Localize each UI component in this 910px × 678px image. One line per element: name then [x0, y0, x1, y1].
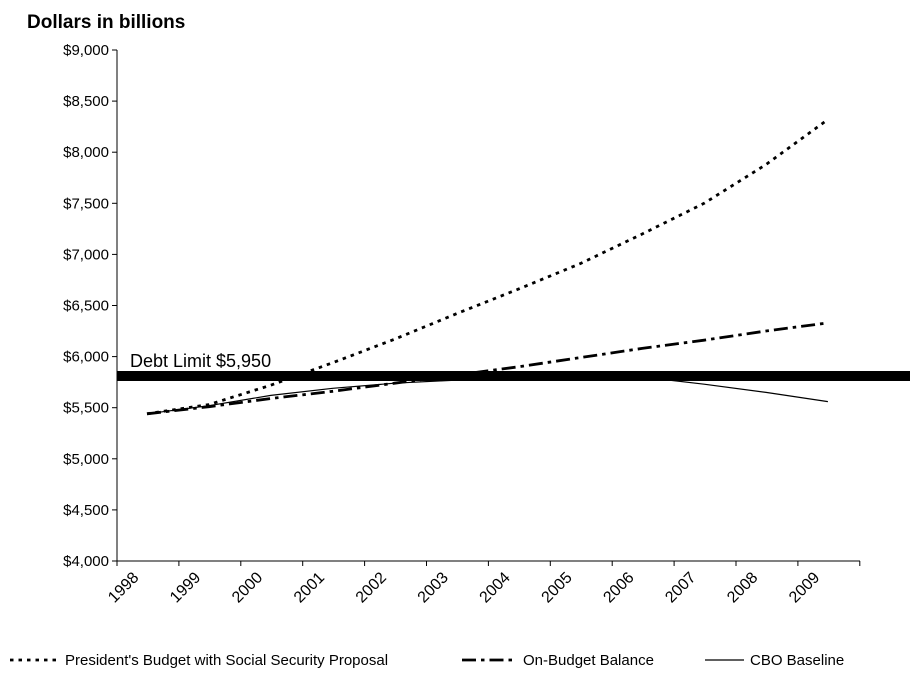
x-tick-label: 2008 — [724, 569, 761, 606]
series-line-3 — [146, 375, 828, 415]
legend-label-1: President's Budget with Social Security … — [65, 652, 388, 669]
legend-label-2: On-Budget Balance — [523, 652, 654, 669]
x-tick-label: 2003 — [415, 569, 452, 606]
y-tick-label: $9,000 — [63, 42, 109, 59]
x-tick-label: 2005 — [539, 569, 576, 606]
x-tick-label: 1998 — [105, 569, 142, 606]
y-tick-label: $5,500 — [63, 400, 109, 417]
x-tick-label: 2009 — [786, 569, 823, 606]
y-tick-label: $6,500 — [63, 298, 109, 315]
series-line-1 — [146, 118, 829, 416]
x-tick-label: 2004 — [477, 569, 514, 606]
y-tick-label: $8,000 — [63, 144, 109, 161]
x-tick-label: 2007 — [662, 569, 699, 606]
y-tick-label: $6,000 — [63, 349, 109, 366]
series-line-2 — [146, 321, 829, 416]
axes — [116, 50, 860, 562]
y-tick-label: $7,500 — [63, 195, 109, 212]
x-tick-label: 2001 — [291, 569, 328, 606]
x-tick-label: 2002 — [353, 569, 390, 606]
y-tick-label: $4,000 — [63, 553, 109, 570]
y-axis-title: Dollars in billions — [27, 12, 185, 33]
y-tick-label: $5,000 — [63, 451, 109, 468]
y-ticks: $4,000 $4,500 $5,000 $5,500 $6,000 $6,500 $7,0… — [63, 42, 117, 570]
debt-limit-label: Debt Limit $5,950 — [130, 351, 271, 371]
legend: President's Budget with Social Security … — [10, 652, 844, 669]
x-tick-label: 2000 — [229, 569, 266, 606]
x-tick-label: 2006 — [600, 569, 637, 606]
x-ticks: 1998 1999 2000 2001 2002 2003 2004 2005 2006 2007… — [105, 561, 861, 606]
y-tick-label: $4,500 — [63, 502, 109, 519]
y-tick-label: $8,500 — [63, 93, 109, 110]
x-tick-label: 1999 — [167, 569, 204, 606]
legend-label-3: CBO Baseline — [750, 652, 844, 669]
debt-limit-group: Debt Limit $5,950 — [117, 351, 910, 382]
y-tick-label: $7,000 — [63, 246, 109, 263]
